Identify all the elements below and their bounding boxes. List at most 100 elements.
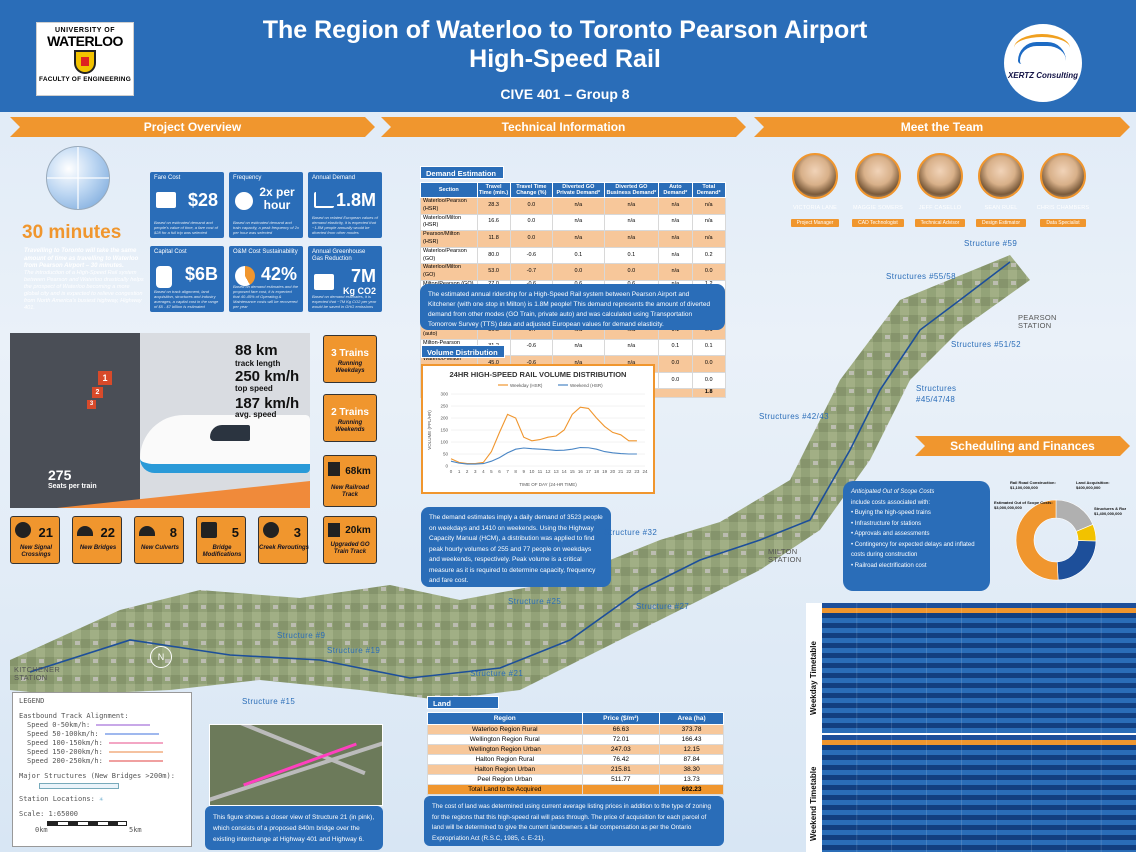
- timetable-row: [822, 755, 1136, 760]
- table-row: Peel Region Urban 511.77 13.73: [427, 774, 724, 785]
- banner-project-overview: Project Overview: [10, 117, 375, 137]
- timetable-row: [822, 850, 1136, 852]
- avatar: [978, 153, 1024, 199]
- x-tick-label: 6: [498, 469, 501, 474]
- banner-scheduling-finances: Scheduling and Finances: [915, 436, 1130, 456]
- route-map: [10, 255, 1030, 700]
- demand-col-header: Auto Demand*: [658, 182, 693, 198]
- x-tick-label: 12: [545, 469, 551, 474]
- timetable-row: [822, 693, 1136, 698]
- y-tick-label: 50: [443, 452, 449, 457]
- weekend-timetable-label: Weekend Timetable: [809, 766, 818, 841]
- timetable-row: [822, 683, 1136, 688]
- timetable-row: [822, 830, 1136, 835]
- land-col-header: Region: [427, 712, 583, 725]
- structure-label: Structure #21: [470, 669, 524, 678]
- volume-chart: 24HR HIGH-SPEED RAIL VOLUME DISTRIBUTION…: [421, 364, 655, 494]
- x-tick-label: 8: [514, 469, 517, 474]
- timetable-row: [822, 668, 1136, 673]
- demand-col-header: Diverted GO Private Demand*: [552, 182, 605, 198]
- x-tick-label: 11: [538, 469, 543, 474]
- timetable-row: [822, 840, 1136, 845]
- timetable-row: [822, 723, 1136, 728]
- tile-annual-demand: Annual Demand 1.8M Based on related Euro…: [308, 172, 382, 238]
- timetable-row: [822, 673, 1136, 678]
- aerial-strip: [10, 255, 1030, 700]
- stat-new-culverts: 8 New Culverts: [134, 516, 184, 564]
- tile-frequency: Frequency 2x per hour Based on estimated…: [229, 172, 303, 238]
- pie-label: Rail Road Construction: $1,100,000,000: [1010, 480, 1056, 490]
- table-row: Waterloo Region Rural 66.63 373.78: [427, 724, 724, 735]
- volume-chart-svg: 24HR HIGH-SPEED RAIL VOLUME DISTRIBUTION…: [427, 370, 648, 487]
- legend-entry: Weekend (HSR): [570, 383, 603, 388]
- timetable-row: [822, 825, 1136, 830]
- series-line: [450, 446, 637, 465]
- station-icon: ✳: [99, 795, 104, 803]
- train-illustration: [10, 333, 310, 508]
- x-tick-label: 4: [482, 469, 485, 474]
- avatar: [1040, 153, 1086, 199]
- timetable-row: [822, 765, 1136, 770]
- timetable-row: [822, 708, 1136, 713]
- timetable-row: [822, 688, 1136, 693]
- structure-label: Structures #51/52: [951, 340, 1021, 349]
- structure-21-closeup: [209, 724, 383, 806]
- team-member: CHRIS CHAMBERS Data Specialist: [1034, 153, 1092, 229]
- pie-chart-icon: [235, 266, 255, 286]
- out-of-scope-costs: Anticipated Out of Scope Costs include c…: [843, 481, 990, 591]
- table-row: Waterloo/Milton (GO) 53.0 -0.7 0.0 0.0 n/a 0.0: [420, 263, 726, 281]
- bridge-icon: [77, 526, 93, 536]
- land-col-header: Price ($/m²): [581, 712, 661, 725]
- station-label: KITCHENER STATION: [14, 665, 61, 682]
- structure-label: Structure #27: [636, 602, 690, 611]
- table-row: Waterloo/Milton (HSR) 16.6 0.0 n/a n/a n/a n/a: [420, 213, 726, 232]
- seats-label: Seats per train: [48, 483, 97, 490]
- structure-label: Structures #55/58: [886, 272, 956, 281]
- structure-label: Structure #15: [242, 697, 296, 706]
- y-tick-label: 250: [440, 404, 448, 409]
- timetable-row: [822, 835, 1136, 840]
- avatar: [855, 153, 901, 199]
- travel-time: 30 minutes: [22, 222, 122, 243]
- x-tick-label: 21: [618, 469, 624, 474]
- timetable-row: [822, 703, 1136, 708]
- trains-weekdays-box: 3 Trains Running Weekdays: [323, 335, 377, 383]
- list-item: Buying the high-speed trains: [851, 508, 982, 519]
- x-tick-label: 2: [466, 469, 469, 474]
- platform-badge-1: 1: [98, 371, 112, 385]
- structure-label: Structure #32: [604, 528, 658, 537]
- table-row: Waterloo/Pearson (GO) 80.0 -0.6 0.1 0.1 n/a 0.…: [420, 246, 726, 265]
- timetable-row: [822, 750, 1136, 755]
- legend-speed-row: Speed 200-250km/h:: [27, 757, 185, 766]
- demand-col-header: Diverted GO Business Demand*: [603, 182, 660, 198]
- logo-train-icon: [1018, 42, 1066, 64]
- timetable-row: [822, 760, 1136, 765]
- x-tick-label: 22: [626, 469, 632, 474]
- x-tick-label: 13: [554, 469, 560, 474]
- trains-weekends-box: 2 Trains Running Weekends: [323, 394, 377, 442]
- structure-label: Structure #59: [964, 239, 1018, 248]
- timetable: Weekday Timetable Weekend Timetable: [806, 603, 1136, 852]
- track-icon: [328, 523, 340, 537]
- culvert-icon: [139, 526, 155, 536]
- team-member: VICTORIA LANE Project Manager: [786, 153, 844, 229]
- x-tick-label: 24: [642, 469, 648, 474]
- bar-chart-icon: [314, 192, 334, 208]
- y-axis-label: VOLUME (PPL/HR): [427, 410, 432, 450]
- legend-speed-row: Speed 100-150km/h:: [27, 739, 185, 748]
- timetable-row: [822, 648, 1136, 653]
- timetable-row: [822, 770, 1136, 775]
- land-text: The cost of land was determined using cu…: [424, 796, 724, 846]
- y-tick-label: 150: [440, 428, 448, 433]
- weekday-timetable-label: Weekday Timetable: [809, 641, 818, 715]
- uw-logo: UNIVERSITY OF WATERLOO FACULTY OF ENGINE…: [36, 22, 134, 96]
- legend-speed-row: Speed 150-200km/h:: [27, 748, 185, 757]
- stat-bridge-modifications: 5 Bridge Modifications: [196, 516, 246, 564]
- factory-icon: [314, 274, 334, 290]
- legend-swatch: [108, 742, 163, 744]
- timetable-row: [822, 795, 1136, 800]
- team-member: MAGGIE SOMERS CAD Technologist: [849, 153, 907, 229]
- timetable-row: [822, 623, 1136, 628]
- timetable-grid: [822, 603, 1136, 852]
- timetable-subheader-row: [822, 608, 1136, 613]
